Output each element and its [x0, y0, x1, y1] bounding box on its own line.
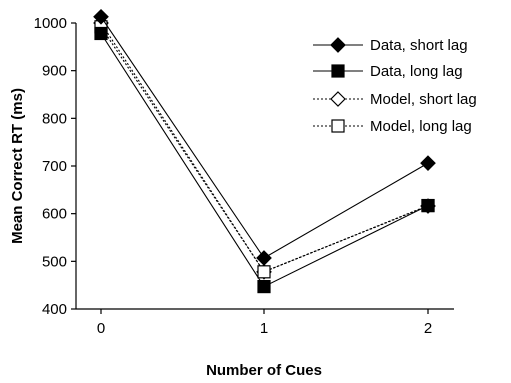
legend-label: Data, long lag: [370, 63, 463, 80]
series-2: [93, 15, 436, 280]
legend-marker: [331, 64, 345, 78]
series-line: [100, 26, 429, 273]
legend-marker: [331, 119, 345, 133]
legend-label: Data, short lag: [370, 37, 468, 54]
y-axis-title: Mean Correct RT (ms): [9, 88, 26, 244]
y-tick-label: 600: [42, 206, 67, 223]
data-point: [93, 8, 109, 25]
legend-label: Model, short lag: [370, 91, 477, 108]
data-point: [421, 198, 435, 213]
series-layer: [93, 8, 436, 294]
data-point: [257, 265, 271, 279]
legend-entry: Data, short lag: [313, 37, 468, 54]
data-point: [256, 250, 272, 266]
y-tick-label: 400: [42, 301, 67, 318]
legend-marker: [330, 91, 346, 107]
data-point: [257, 279, 271, 294]
series-line: [100, 22, 429, 273]
x-tick-label: 2: [424, 320, 432, 337]
y-tick-label: 700: [42, 158, 67, 175]
series-1: [94, 26, 435, 294]
y-tick-label: 900: [42, 63, 67, 80]
legend-label: Model, long lag: [370, 118, 472, 135]
y-tick-label: 800: [42, 110, 67, 127]
data-point: [420, 155, 436, 171]
y-tick-label: 1000: [34, 15, 67, 32]
x-axis-title: Number of Cues: [206, 362, 322, 379]
x-tick-label: 0: [97, 320, 105, 337]
series-3: [94, 20, 435, 279]
x-tick-label: 1: [260, 320, 268, 337]
series-0: [93, 8, 436, 266]
y-tick-label: 500: [42, 253, 67, 270]
data-point: [94, 26, 108, 41]
legend: Data, short lag Data, long lag Model, shor…: [313, 37, 477, 135]
legend-marker: [330, 37, 346, 53]
legend-entry: Data, long lag: [313, 63, 463, 80]
legend-entry: Model, short lag: [313, 91, 477, 108]
ticks: 400 500 600 700 800 900 1000 0 1 2: [34, 15, 433, 337]
legend-entry: Model, long lag: [313, 118, 472, 135]
